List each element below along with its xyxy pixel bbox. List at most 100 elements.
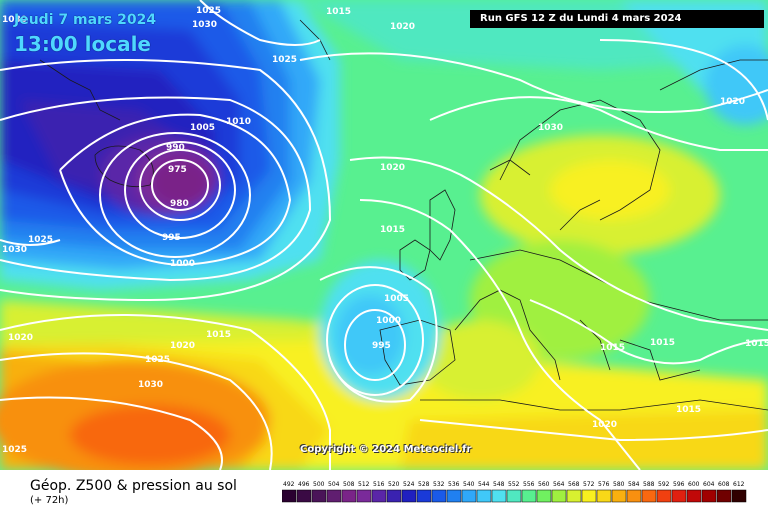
legend-swatch [701,489,717,503]
legend-swatch [656,489,672,503]
pressure-label: 1025 [145,355,170,365]
legend-tick-label: 600 [688,481,700,488]
legend-swatch [536,489,552,503]
legend-tick-label: 604 [703,481,715,488]
pressure-label: 1025 [272,55,297,65]
legend-swatch [551,489,567,503]
pressure-label: 1015 [380,225,405,235]
pressure-label: 1010 [226,117,251,127]
legend-swatch [521,489,537,503]
legend-tick-label: 540 [463,481,475,488]
legend-swatch [641,489,657,503]
legend-tick-label: 528 [418,481,430,488]
legend-swatch [476,489,492,503]
pressure-label: 1020 [592,420,617,430]
pressure-label: 1020 [170,341,195,351]
pressure-label: 1020 [720,97,745,107]
copyright: Copyright © 2024 Meteociel.fr [300,444,472,455]
legend-tick-label: 596 [673,481,685,488]
pressure-label: 1005 [190,123,215,133]
pressure-labels: 1030 1030 1015 1020 1025 1025 1005 1010 … [2,6,768,455]
legend-tick-label: 524 [403,481,415,488]
pressure-label: 1015 [600,343,625,353]
legend-swatch [371,489,387,503]
legend-swatch [731,489,747,503]
footer-panel: Géop. Z500 & pression au sol (+ 72h) 492… [0,470,768,512]
legend-tick-label: 496 [298,481,310,488]
pressure-label: 1015 [206,330,231,340]
weather-map: 1030 1030 1015 1020 1025 1025 1005 1010 … [0,0,768,470]
pressure-label: 1020 [380,163,405,173]
pressure-label: 1000 [170,259,195,269]
pressure-label: 1030 [2,15,27,25]
legend-tick-label: 592 [658,481,670,488]
legend-tick-label: 504 [328,481,340,488]
legend-swatch [296,489,312,503]
legend-tick-label: 608 [718,481,730,488]
legend-tick-label: 588 [643,481,655,488]
forecast-date: Jeudi 7 mars 2024 [14,12,157,28]
legend-swatch [416,489,432,503]
legend-swatch [716,489,732,503]
pressure-label: 1015 [745,339,768,349]
pressure-label: 1015 [650,338,675,348]
color-legend: 492 496 500 504 508 512 516 520 524 528 532 536 540 5… [282,481,747,503]
legend-swatch [611,489,627,503]
pressure-label: 1015 [326,7,351,17]
pressure-label: 1015 [676,405,701,415]
legend-swatch [686,489,702,503]
legend-tick-label: 516 [373,481,385,488]
pressure-label: 1030 [138,380,163,390]
coastlines [39,19,768,411]
legend-tick-label: 612 [733,481,745,488]
pressure-label: 995 [372,341,391,351]
chart-title: Géop. Z500 & pression au sol [30,478,237,494]
legend-tick-label: 548 [493,481,505,488]
pressure-label: 1020 [390,22,415,32]
legend-swatch [386,489,402,503]
legend-tick-label: 564 [553,481,565,488]
legend-swatch [491,489,507,503]
pressure-label: 1005 [384,294,409,304]
isobars [0,0,768,470]
legend-tick-label: 576 [598,481,610,488]
legend-swatch [581,489,597,503]
map-canvas: 1030 1030 1015 1020 1025 1025 1005 1010 … [0,0,768,470]
legend-swatch [446,489,462,503]
legend-tick-label: 532 [433,481,445,488]
legend-tick-label: 508 [343,481,355,488]
legend-swatch [326,489,342,503]
legend-swatch [356,489,372,503]
legend-swatch [401,489,417,503]
pressure-label: 1020 [8,333,33,343]
legend-tick-label: 544 [478,481,490,488]
run-info: Run GFS 12 Z du Lundi 4 mars 2024 [470,10,764,28]
legend-swatch [311,489,327,503]
legend-tick-label: 560 [538,481,550,488]
pressure-label: 975 [168,165,187,175]
legend-tick-label: 520 [388,481,400,488]
chart-subtitle: (+ 72h) [30,495,69,506]
legend-swatch [282,489,297,503]
legend-swatch [671,489,687,503]
legend-swatch [341,489,357,503]
pressure-label: 1030 [2,245,27,255]
legend-swatch [431,489,447,503]
pressure-label: 1025 [196,6,221,16]
legend-tick-label: 556 [523,481,535,488]
pressure-label: 1025 [28,235,53,245]
legend-swatch [626,489,642,503]
pressure-label: 990 [166,143,185,153]
legend-swatch [566,489,582,503]
legend-swatch [596,489,612,503]
legend-tick-label: 512 [358,481,370,488]
pressure-label: 1030 [192,20,217,30]
legend-swatch [461,489,477,503]
pressure-label: 1000 [376,316,401,326]
pressure-label: 995 [162,233,181,243]
legend-tick-label: 572 [583,481,595,488]
forecast-time: 13:00 locale [14,32,151,56]
legend-tick-label: 500 [313,481,325,488]
pressure-label: 1030 [538,123,563,133]
legend-tick-label: 492 [283,481,295,488]
